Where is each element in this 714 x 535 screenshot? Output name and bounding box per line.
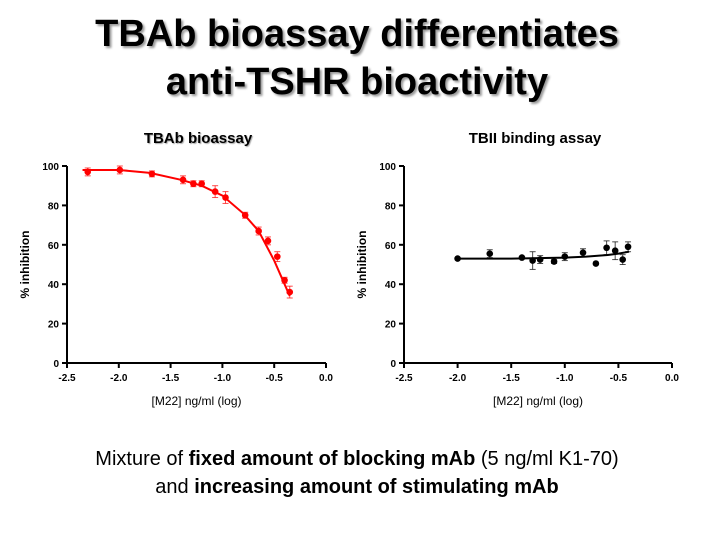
x-tick-label: -1.0 xyxy=(214,373,232,384)
x-tick-label: 0.0 xyxy=(319,373,333,384)
footer-line1: Mixture of fixed amount of blocking mAb … xyxy=(0,448,714,471)
x-tick-label: -2.5 xyxy=(58,373,76,384)
x-axis-label: [M22] ng/ml (log) xyxy=(493,394,583,408)
y-tick-label: 20 xyxy=(385,320,397,331)
fit-curve xyxy=(82,168,291,297)
fit-curve xyxy=(457,250,630,260)
y-axis-label: % inhibition xyxy=(355,231,369,299)
chart-title-tbab: TBAb bioassay xyxy=(143,130,253,147)
data-point xyxy=(529,257,536,264)
data-point xyxy=(592,260,600,267)
y-tick-label: 40 xyxy=(48,280,60,291)
data-point xyxy=(179,176,187,184)
data-point xyxy=(148,170,156,178)
x-tick-label: -1.0 xyxy=(556,373,574,384)
footer-line2: and increasing amount of stimulating mAb xyxy=(0,476,714,499)
data-point xyxy=(274,253,281,260)
data-point xyxy=(255,227,262,235)
x-tick-label: 0.0 xyxy=(665,373,679,384)
data-point xyxy=(624,243,632,251)
data-point xyxy=(190,180,197,188)
data-point xyxy=(116,166,124,174)
chart-title-tbii: TBII binding assay xyxy=(468,130,602,147)
data-point xyxy=(611,247,619,255)
data-point xyxy=(222,194,229,201)
data-point xyxy=(561,253,569,260)
x-tick-label: -2.0 xyxy=(449,373,467,384)
y-tick-label: 60 xyxy=(48,241,60,252)
data-point xyxy=(281,276,288,284)
footer_line2-segment: and xyxy=(155,476,195,498)
y-tick-label: 0 xyxy=(53,359,59,370)
data-point xyxy=(286,288,294,296)
data-point xyxy=(241,211,249,219)
data-point xyxy=(264,237,272,245)
y-tick-label: 20 xyxy=(48,320,60,331)
x-tick-label: -0.5 xyxy=(610,373,628,384)
data-point xyxy=(454,255,461,262)
data-point xyxy=(579,249,587,256)
y-tick-label: 0 xyxy=(390,359,396,370)
x-tick-label: -1.5 xyxy=(503,373,521,384)
x-tick-label: -1.5 xyxy=(162,373,180,384)
slide-title-line1: TBAb bioassay differentiates xyxy=(95,13,619,55)
footer_line1-segment: fixed amount of blocking mAb xyxy=(188,448,476,470)
footer_line1-segment: Mixture of xyxy=(95,448,189,470)
data-point xyxy=(550,258,558,265)
x-tick-label: -2.5 xyxy=(395,373,413,384)
y-tick-label: 80 xyxy=(48,201,60,212)
y-tick-label: 100 xyxy=(42,162,59,173)
data-point xyxy=(536,256,544,263)
y-tick-label: 40 xyxy=(385,280,397,291)
footer_line1-segment: (5 ng/ml K1-70) xyxy=(475,448,619,470)
x-tick-label: -2.0 xyxy=(110,373,128,384)
data-point xyxy=(84,168,92,176)
data-point xyxy=(211,188,219,195)
x-axis-label: [M22] ng/ml (log) xyxy=(151,394,241,408)
x-tick-label: -0.5 xyxy=(266,373,284,384)
footer_line2-segment: increasing amount of stimulating mAb xyxy=(194,476,559,498)
y-axis-label: % inhibition xyxy=(18,231,32,299)
data-point xyxy=(486,250,494,257)
data-point xyxy=(518,254,526,261)
y-tick-label: 80 xyxy=(385,201,397,212)
slide-title-line2: anti-TSHR bioactivity xyxy=(165,61,549,103)
data-point xyxy=(603,244,610,252)
data-point xyxy=(619,256,626,263)
y-tick-label: 60 xyxy=(385,241,397,252)
y-tick-label: 100 xyxy=(379,162,396,173)
data-point xyxy=(198,180,205,188)
